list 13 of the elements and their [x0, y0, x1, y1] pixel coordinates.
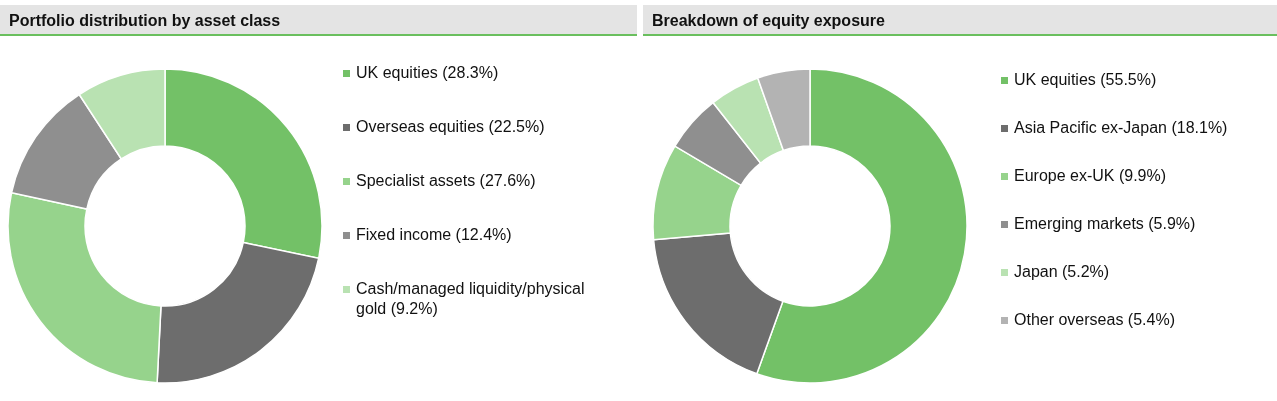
- legend-label: Europe ex-UK (9.9%): [1014, 167, 1167, 184]
- legend-label: Other overseas (5.4%): [1014, 311, 1175, 328]
- legend-label: Asia Pacific ex-Japan (18.1%): [1014, 119, 1228, 136]
- legend-label: Japan (5.2%): [1014, 263, 1110, 280]
- legend-label: Overseas equities (22.5%): [356, 118, 545, 135]
- legend-label: UK equities (28.3%): [356, 64, 499, 81]
- legend-label: UK equities (55.5%): [1014, 71, 1157, 88]
- legend-label: Emerging markets (5.9%): [1014, 215, 1196, 232]
- legend-label: Cash/managed liquidity/physical gold (9.2%): [356, 280, 585, 317]
- legend-label: Specialist assets (27.6%): [356, 172, 536, 189]
- chart-title: Portfolio distribution by asset class: [9, 12, 281, 29]
- chart-title: Breakdown of equity exposure: [652, 12, 886, 29]
- legend-label: Fixed income (12.4%): [356, 226, 512, 243]
